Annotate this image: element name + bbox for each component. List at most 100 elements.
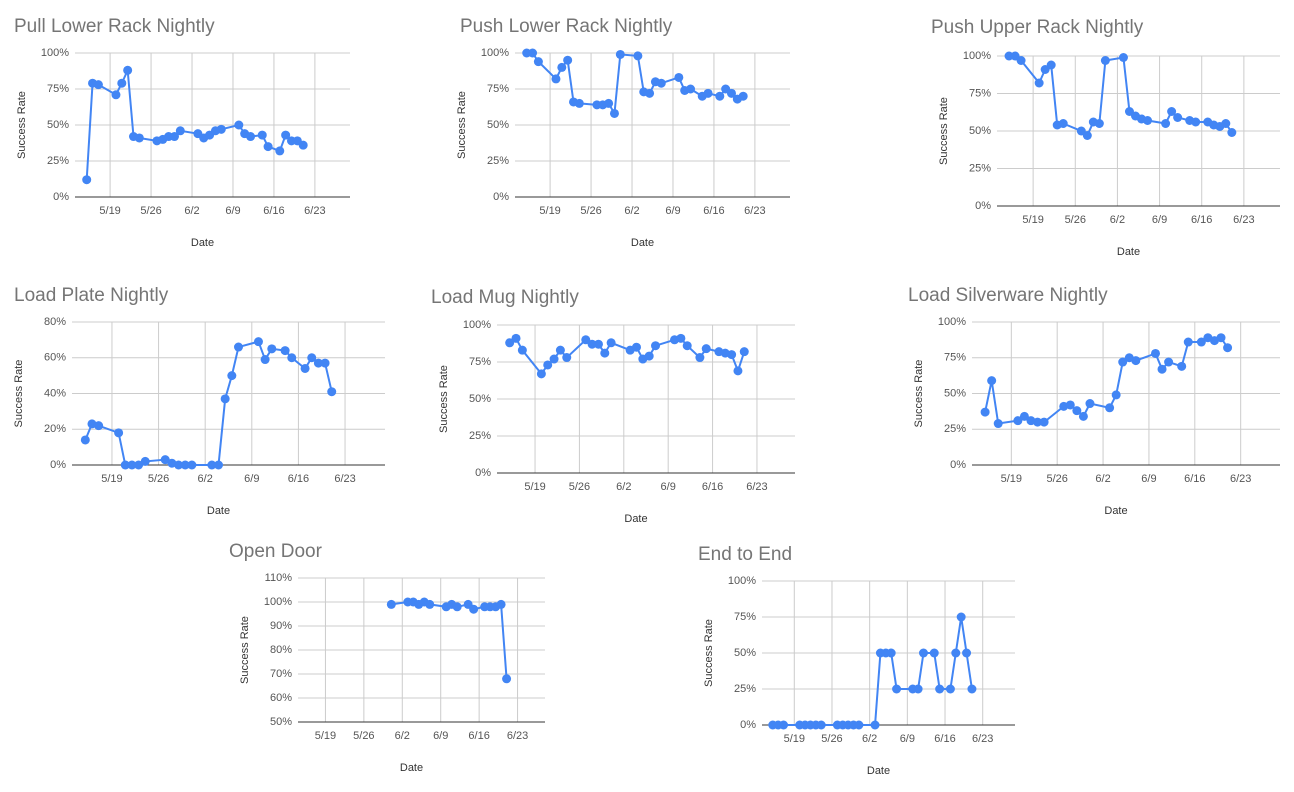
y-tick-label: 0% xyxy=(493,191,509,203)
y-axis-title: Success Rate xyxy=(438,365,450,433)
point xyxy=(1033,417,1043,427)
point xyxy=(287,353,297,363)
point xyxy=(980,407,990,417)
x-axis-title: Date xyxy=(400,762,423,774)
chart: Load Mug Nightly 0% 25% 50% 75% 100% 5/19 5/26 6… xyxy=(431,287,795,525)
point xyxy=(1173,113,1183,122)
chart: Open Door 50% 60% 70% 80% 90% 100% 110% 5/19 5/26… xyxy=(229,541,545,774)
point xyxy=(1082,131,1092,140)
line xyxy=(772,616,973,726)
point xyxy=(505,338,515,348)
point xyxy=(562,353,572,363)
point xyxy=(1221,119,1231,128)
x-tick-label: 6/23 xyxy=(744,205,765,217)
chart-title: Pull Lower Rack Nightly xyxy=(14,16,215,37)
point xyxy=(140,456,150,466)
point xyxy=(313,358,323,368)
y-tick-label: 50% xyxy=(734,647,756,659)
y-tick-label: 25% xyxy=(969,162,991,174)
point xyxy=(816,720,826,730)
point xyxy=(82,175,92,185)
y-tick-label: 100% xyxy=(481,47,509,59)
point xyxy=(676,333,686,343)
x-tick-label: 6/16 xyxy=(468,730,489,742)
x-axis-title: Date xyxy=(191,237,214,249)
chart-title: Load Plate Nightly xyxy=(14,285,169,306)
x-axis-title: Date xyxy=(207,505,230,517)
y-tick-label: 80% xyxy=(44,316,66,328)
point xyxy=(320,358,330,368)
point xyxy=(233,342,243,352)
point xyxy=(1196,337,1206,347)
point xyxy=(207,460,217,470)
chart-title: Load Silverware Nightly xyxy=(908,285,1108,306)
point xyxy=(1100,56,1110,65)
x-tick-label: 6/9 xyxy=(225,205,240,217)
point xyxy=(1105,403,1115,413)
point xyxy=(1034,78,1044,88)
point xyxy=(581,335,591,345)
point xyxy=(945,684,955,694)
point xyxy=(633,51,643,61)
point xyxy=(987,376,997,386)
x-tick-label: 6/2 xyxy=(624,205,639,217)
point xyxy=(134,133,144,143)
point xyxy=(123,65,133,75)
point xyxy=(134,460,144,470)
point xyxy=(234,120,244,130)
point xyxy=(120,460,130,470)
x-axis-title: Date xyxy=(624,513,647,525)
point xyxy=(727,350,737,360)
y-tick-label: 75% xyxy=(47,83,69,95)
y-tick-label: 80% xyxy=(270,644,292,656)
point xyxy=(555,345,565,355)
point xyxy=(1078,411,1088,421)
point xyxy=(94,421,104,431)
x-tick-label: 5/19 xyxy=(101,473,122,485)
point xyxy=(682,341,692,351)
x-tick-label: 5/19 xyxy=(1022,214,1043,226)
point xyxy=(175,126,185,136)
point xyxy=(260,355,270,365)
y-tick-label: 75% xyxy=(969,87,991,99)
point xyxy=(528,48,538,58)
point xyxy=(1227,128,1237,137)
point xyxy=(733,366,743,376)
point xyxy=(644,351,654,361)
point xyxy=(1161,119,1171,128)
point xyxy=(549,354,559,364)
x-tick-label: 6/2 xyxy=(862,733,877,745)
point xyxy=(227,371,237,381)
point xyxy=(870,720,880,730)
x-tick-label: 6/23 xyxy=(507,730,528,742)
x-tick-label: 5/26 xyxy=(140,205,161,217)
point xyxy=(298,140,308,150)
y-tick-label: 0% xyxy=(53,191,69,203)
point xyxy=(1039,417,1049,427)
y-axis-title: Success Rate xyxy=(16,91,28,159)
point xyxy=(703,88,713,98)
point xyxy=(779,720,789,730)
point xyxy=(220,394,230,404)
x-tick-label: 5/26 xyxy=(580,205,601,217)
y-tick-label: 50% xyxy=(969,125,991,137)
point xyxy=(93,80,103,90)
point xyxy=(918,648,928,658)
y-axis-title: Success Rate xyxy=(13,360,25,428)
y-tick-label: 0% xyxy=(950,459,966,471)
x-axis-title: Date xyxy=(631,237,654,249)
point xyxy=(169,132,179,142)
point xyxy=(496,599,506,609)
point xyxy=(111,90,121,100)
y-axis-title: Success Rate xyxy=(913,360,925,428)
x-tick-label: 6/9 xyxy=(900,733,915,745)
point xyxy=(600,348,610,358)
point xyxy=(563,55,573,65)
point xyxy=(246,132,256,142)
x-tick-label: 6/2 xyxy=(1095,473,1110,485)
point xyxy=(1094,119,1104,128)
point xyxy=(1191,117,1201,127)
chart: Push Upper Rack Nightly 0% 25% 50% 75% 100% 5/… xyxy=(931,17,1280,258)
point xyxy=(651,341,661,351)
point xyxy=(1065,400,1075,410)
